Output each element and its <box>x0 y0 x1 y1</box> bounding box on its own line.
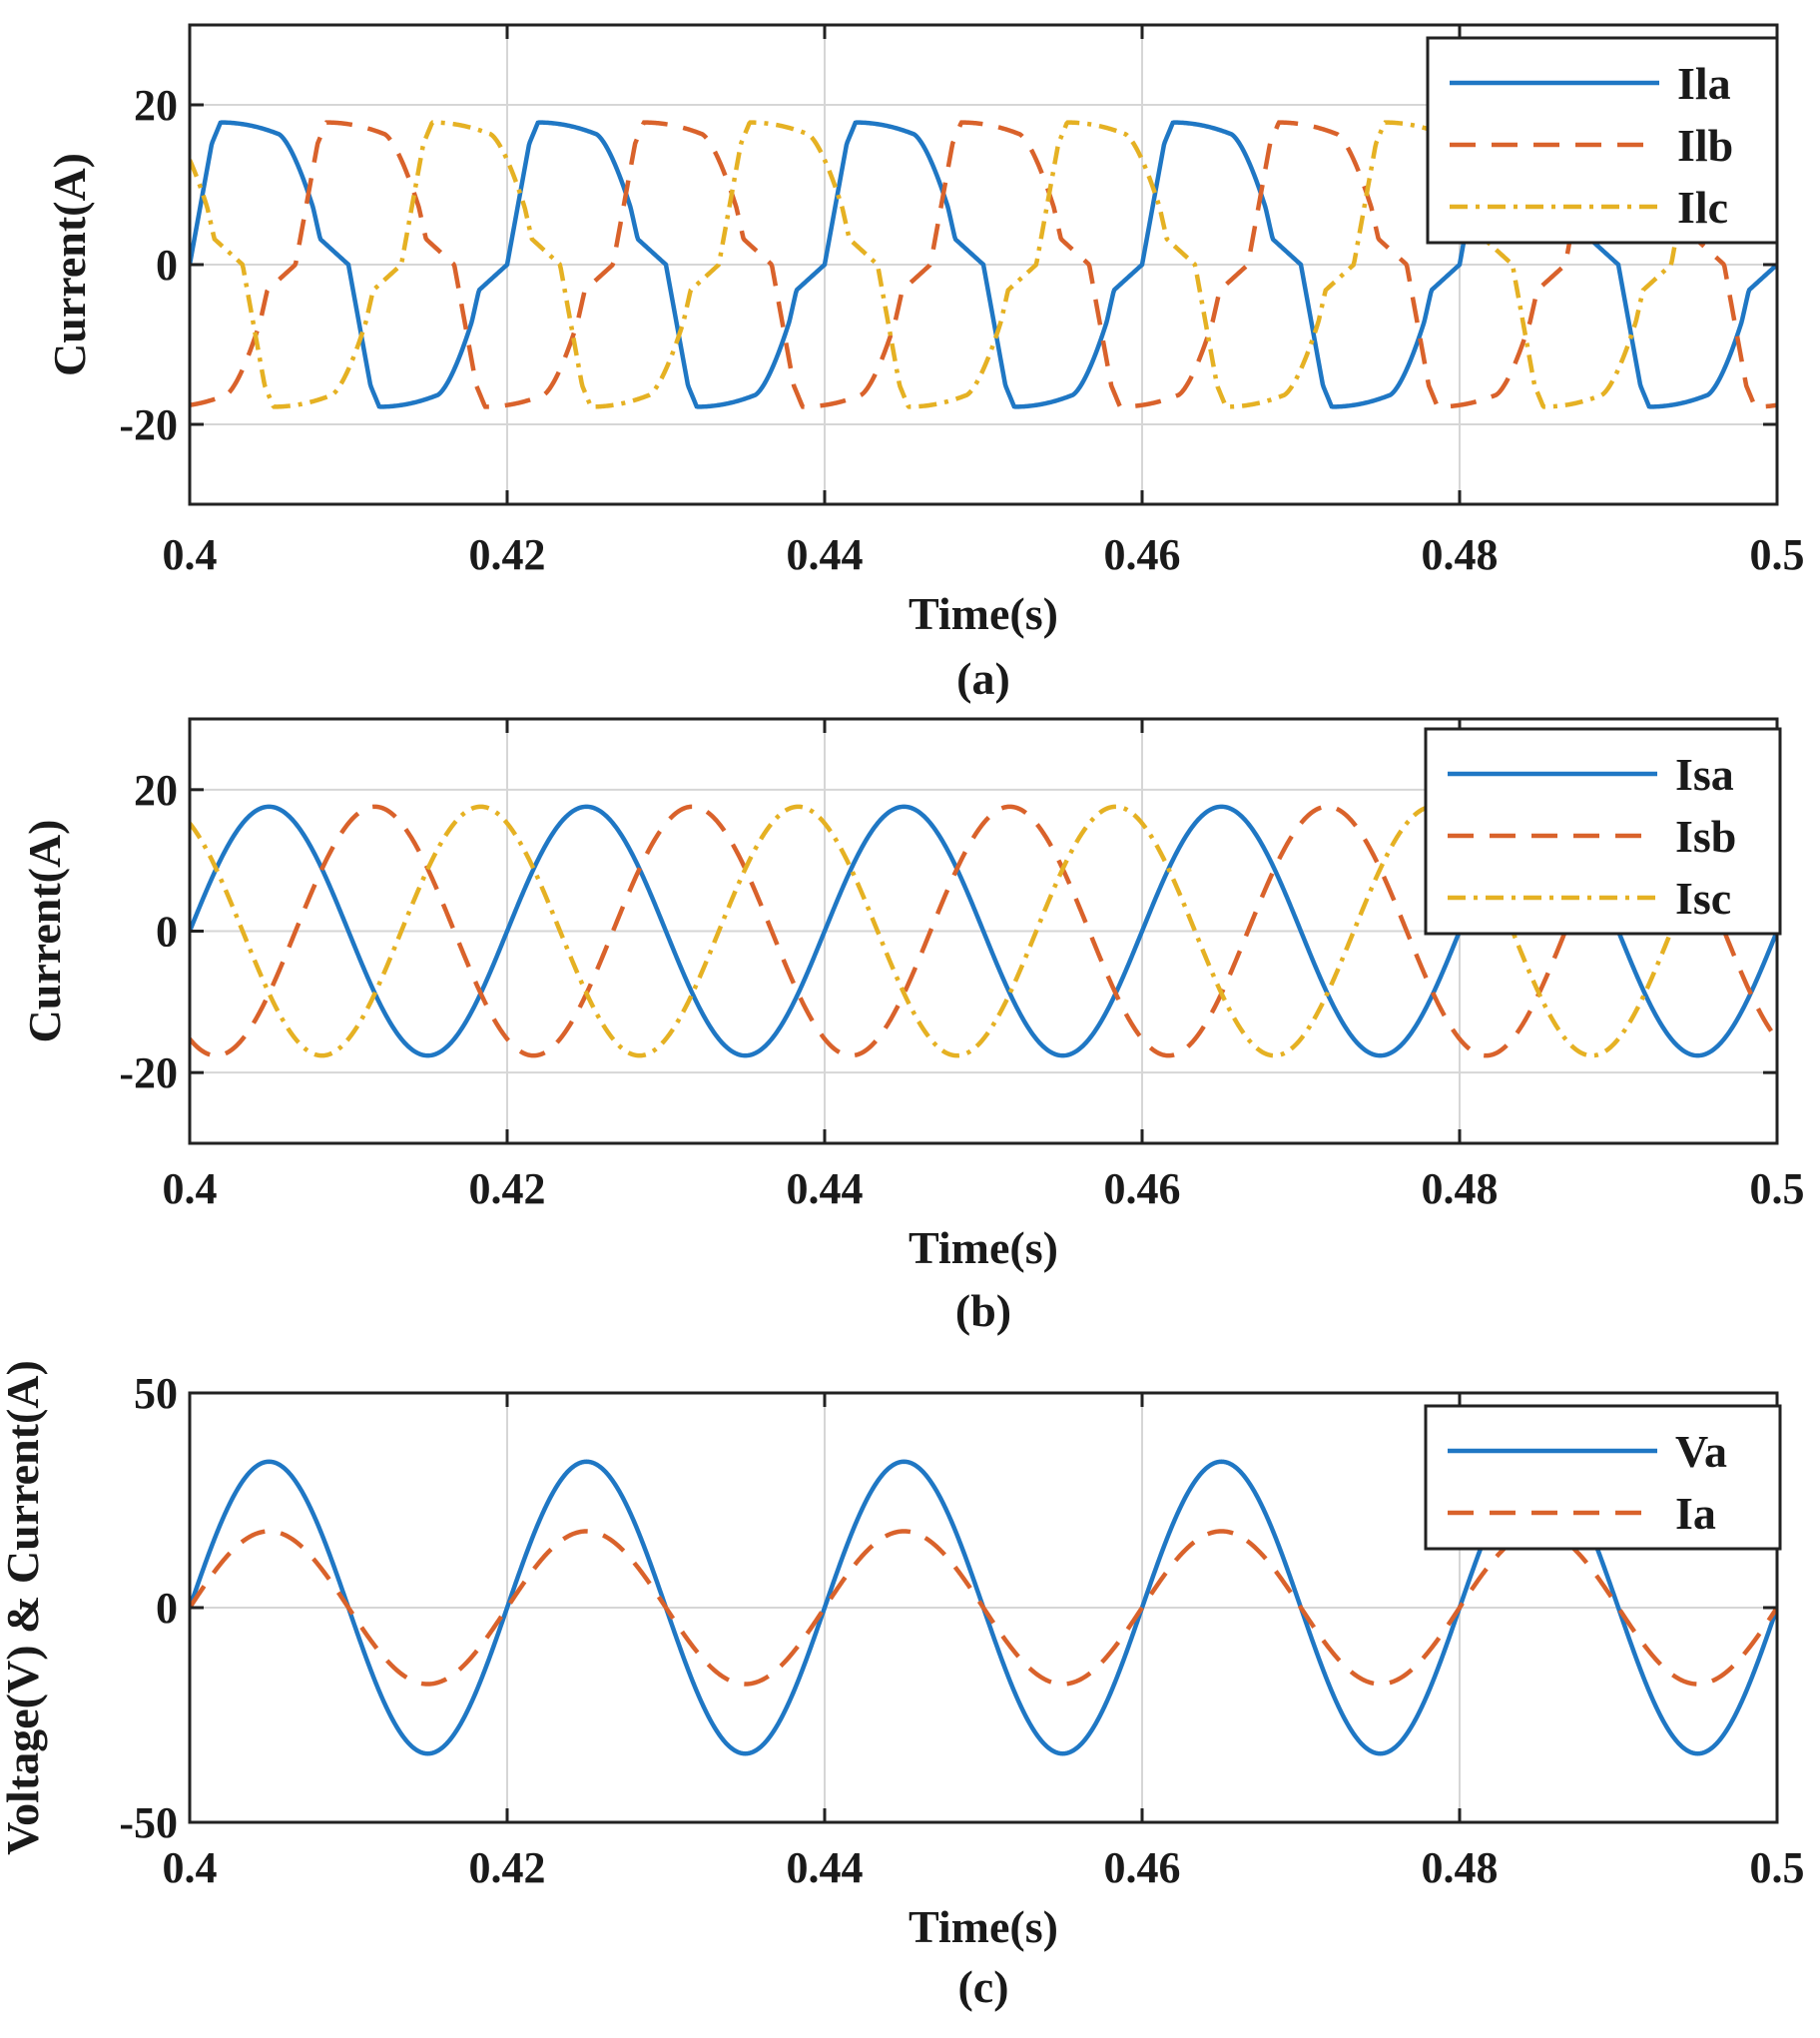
x-tick-label: 0.46 <box>1104 530 1181 579</box>
legend-label-ilb: Ilb <box>1677 120 1733 171</box>
y-tick-label: -20 <box>119 400 178 449</box>
x-tick-label: 0.5 <box>1750 530 1805 579</box>
x-tick-label: 0.5 <box>1750 1843 1805 1892</box>
x-tick-label: 0.48 <box>1422 1164 1499 1213</box>
y-tick-label: 20 <box>134 81 178 130</box>
legend-label-ia: Ia <box>1675 1488 1716 1539</box>
legend-label-isb: Isb <box>1675 811 1736 862</box>
series-line-isb <box>190 804 1777 1058</box>
panel-label: (a) <box>956 653 1010 704</box>
x-tick-label: 0.44 <box>787 530 864 579</box>
x-tick-label: 0.48 <box>1422 530 1499 579</box>
x-tick-label: 0.4 <box>163 530 218 579</box>
chart-panel-3: 0.4 0.42 0.44 0.46 0.48 0.5 50 0 -50 Time(s) Volta… <box>0 1360 1805 2012</box>
y-axis-label: Voltage(V) & Current(A) <box>0 1360 48 1855</box>
x-tick-label: 0.46 <box>1104 1164 1181 1213</box>
x-tick-label: 0.48 <box>1422 1843 1499 1892</box>
x-tick-label: 0.4 <box>163 1164 218 1213</box>
y-tick-label: 0 <box>156 908 178 957</box>
x-tick-label: 0.46 <box>1104 1843 1181 1892</box>
y-axis-label: Current(A) <box>19 820 70 1043</box>
series-line-ilb <box>190 120 1777 409</box>
x-axis-label: Time(s) <box>909 588 1058 639</box>
x-axis-label: Time(s) <box>909 1901 1058 1952</box>
x-tick-label: 0.5 <box>1750 1164 1805 1213</box>
legend-label-ila: Ila <box>1677 58 1731 109</box>
legend: Isa Isb Isc <box>1424 727 1782 936</box>
panel-label: (c) <box>957 1961 1008 2012</box>
x-tick-label: 0.42 <box>469 530 546 579</box>
x-tick-label: 0.44 <box>787 1843 864 1892</box>
y-tick-label: 50 <box>134 1369 178 1418</box>
y-axis-label: Current(A) <box>44 153 95 376</box>
series-line-isc <box>190 804 1777 1058</box>
series-line-ilc <box>190 120 1777 409</box>
legend: Ila Ilb Ilc <box>1426 36 1779 245</box>
y-tick-label: -50 <box>119 1798 178 1847</box>
panel-label: (b) <box>955 1285 1011 1336</box>
x-axis-label: Time(s) <box>909 1222 1058 1273</box>
chart-panel-1: 0.4 0.42 0.44 0.46 0.48 0.5 20 0 -20 Time(s) Curre… <box>44 23 1805 704</box>
x-tick-label: 0.42 <box>469 1843 546 1892</box>
chart-panel-2: 0.4 0.42 0.44 0.46 0.48 0.5 20 0 -20 Time(s) Curre… <box>19 717 1805 1336</box>
x-tick-label: 0.42 <box>469 1164 546 1213</box>
legend-label-ilc: Ilc <box>1677 182 1728 233</box>
x-tick-label: 0.4 <box>163 1843 218 1892</box>
legend: Va Ia <box>1424 1404 1782 1551</box>
y-tick-label: 20 <box>134 766 178 815</box>
legend-box <box>1424 1404 1782 1551</box>
legend-label-isa: Isa <box>1675 749 1734 800</box>
legend-label-va: Va <box>1675 1426 1727 1477</box>
y-tick-label: -20 <box>119 1048 178 1097</box>
x-tick-label: 0.44 <box>787 1164 864 1213</box>
legend-label-isc: Isc <box>1675 873 1731 924</box>
y-tick-label: 0 <box>156 241 178 290</box>
y-tick-label: 0 <box>156 1584 178 1633</box>
